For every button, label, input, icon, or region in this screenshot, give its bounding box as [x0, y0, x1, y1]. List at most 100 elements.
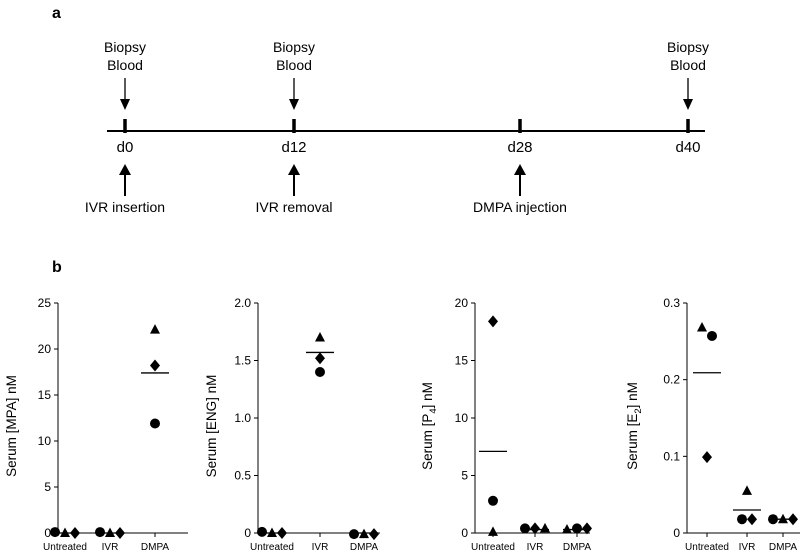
point-untreated-diamond: [277, 527, 287, 539]
point-dmpa-circle: [349, 529, 359, 540]
point-ivr-diamond: [747, 513, 757, 526]
y-axis-label-main: Serum [ENG] nM: [204, 375, 219, 478]
point-ivr-triangle: [105, 527, 115, 537]
y-axis-label-subscript: 4: [428, 408, 439, 413]
point-ivr-triangle: [742, 485, 752, 495]
x-tick-label: IVR: [312, 542, 329, 553]
y-tick-label: 0.2: [663, 373, 680, 387]
y-tick-label: 5: [44, 480, 51, 494]
up-arrow-icon: [288, 164, 300, 175]
timeline-top-label: Blood: [107, 57, 143, 73]
y-tick-label: 0: [244, 526, 251, 540]
timeline-day-label: d28: [507, 139, 532, 156]
chart-p4: 0 5 10 15 20 Untreated IVR DMPA Serum [P4] nM: [420, 296, 592, 553]
y-tick-label: 15: [455, 354, 469, 368]
timeline-top-label: Blood: [670, 57, 706, 73]
y-axis-label: Serum [E2] nM: [625, 382, 644, 470]
timeline-bottom-label: IVR removal: [255, 199, 332, 215]
y-tick-label: 1.5: [234, 354, 251, 368]
y-tick-label: 20: [38, 342, 52, 356]
point-dmpa-diamond: [582, 522, 592, 535]
y-tick-label: 0.1: [663, 449, 680, 463]
y-tick-label: 2.0: [234, 296, 251, 310]
down-arrow-icon: [289, 99, 299, 110]
x-tick-label: Untreated: [471, 542, 515, 553]
point-dmpa-circle: [572, 523, 582, 534]
x-tick-label: DMPA: [141, 542, 169, 553]
x-tick-label: IVR: [102, 542, 119, 553]
chart-e2: 0 0.1 0.2 0.3 Untreated IVR DMPA Serum [E2] nM: [625, 296, 800, 553]
y-axis-label-main: Serum [MPA] nM: [4, 375, 19, 477]
point-ivr-circle: [520, 523, 530, 534]
down-arrow-icon: [120, 99, 130, 110]
point-ivr-circle: [95, 527, 105, 538]
timeline-top-label: Biopsy: [667, 39, 709, 55]
timeline-top-label: Blood: [276, 57, 312, 73]
y-tick-label: 15: [38, 388, 52, 402]
x-tick-label: DMPA: [769, 542, 797, 553]
point-untreated-triangle: [267, 527, 277, 537]
point-untreated-triangle: [60, 527, 70, 537]
point-untreated-circle: [707, 330, 717, 341]
y-tick-label: 10: [455, 411, 469, 425]
point-untreated-diamond: [488, 315, 498, 328]
point-dmpa-diamond: [150, 359, 160, 372]
y-axis-label-subscript: 2: [633, 408, 644, 413]
y-tick-label: 0: [673, 526, 680, 540]
point-untreated-diamond: [702, 451, 712, 464]
y-axis-label-main: Serum [E: [625, 414, 640, 470]
point-untreated-triangle: [488, 526, 498, 536]
x-tick-label: Untreated: [43, 542, 87, 553]
x-tick-label: IVR: [739, 542, 756, 553]
timeline-day-label: d40: [675, 139, 700, 156]
x-tick-label: DMPA: [563, 542, 591, 553]
y-tick-label: 10: [38, 434, 52, 448]
point-dmpa-circle: [768, 514, 778, 525]
y-axis-label-tail: ] nM: [420, 382, 435, 408]
timeline-top-label: Biopsy: [104, 39, 146, 55]
point-dmpa-triangle: [778, 513, 788, 524]
down-arrow-icon: [683, 99, 693, 110]
chart-eng: 0 0.5 1.0 1.5 2.0 Untreated IVR DMPA Serum [ENG]…: [204, 296, 380, 553]
y-tick-label: 0.5: [234, 469, 251, 483]
point-ivr-diamond: [315, 352, 325, 365]
timeline-bottom-label: DMPA injection: [473, 199, 567, 215]
y-axis-label: Serum [MPA] nM: [4, 375, 19, 477]
point-ivr-circle: [315, 367, 325, 377]
y-tick-label: 0.3: [663, 296, 680, 310]
point-dmpa-circle: [150, 418, 160, 429]
timeline-day-label: d12: [281, 139, 306, 156]
point-ivr-diamond: [530, 522, 540, 535]
timeline-top-label: Biopsy: [273, 39, 315, 55]
timeline-events: d0 Biopsy Blood IVR insertion d12 Biopsy Blood…: [85, 39, 709, 215]
timeline-bottom-label: IVR insertion: [85, 199, 165, 215]
point-ivr-circle: [737, 514, 747, 525]
x-tick-label: Untreated: [250, 542, 294, 553]
point-dmpa-triangle: [359, 528, 369, 539]
point-ivr-diamond: [115, 527, 125, 539]
point-untreated-circle: [488, 495, 498, 506]
point-untreated-circle: [257, 526, 267, 537]
timeline-day-label: d0: [117, 139, 134, 156]
chart-mpa: 0 5 10 15 20 25 Untreated IVR DMPA Serum [MPA] nM: [4, 296, 188, 553]
point-dmpa-diamond: [369, 528, 379, 541]
y-tick-label: 0: [461, 526, 468, 540]
point-untreated-circle: [50, 527, 60, 538]
point-dmpa-triangle: [150, 324, 160, 334]
y-axis-label: Serum [ENG] nM: [204, 375, 219, 478]
y-tick-label: 5: [461, 469, 468, 483]
y-axis-label: Serum [P4] nM: [420, 382, 439, 470]
point-untreated-triangle: [697, 322, 707, 332]
panel-a-letter: a: [52, 5, 61, 22]
point-ivr-triangle: [315, 332, 325, 342]
point-dmpa-triangle: [562, 524, 572, 534]
y-tick-label: 1.0: [234, 411, 251, 425]
up-arrow-icon: [119, 164, 131, 175]
y-tick-label: 20: [455, 296, 469, 310]
point-ivr-triangle: [540, 522, 550, 533]
y-axis-label-main: Serum [P: [420, 414, 435, 470]
y-tick-label: 25: [38, 296, 52, 310]
point-dmpa-diamond: [788, 513, 798, 526]
